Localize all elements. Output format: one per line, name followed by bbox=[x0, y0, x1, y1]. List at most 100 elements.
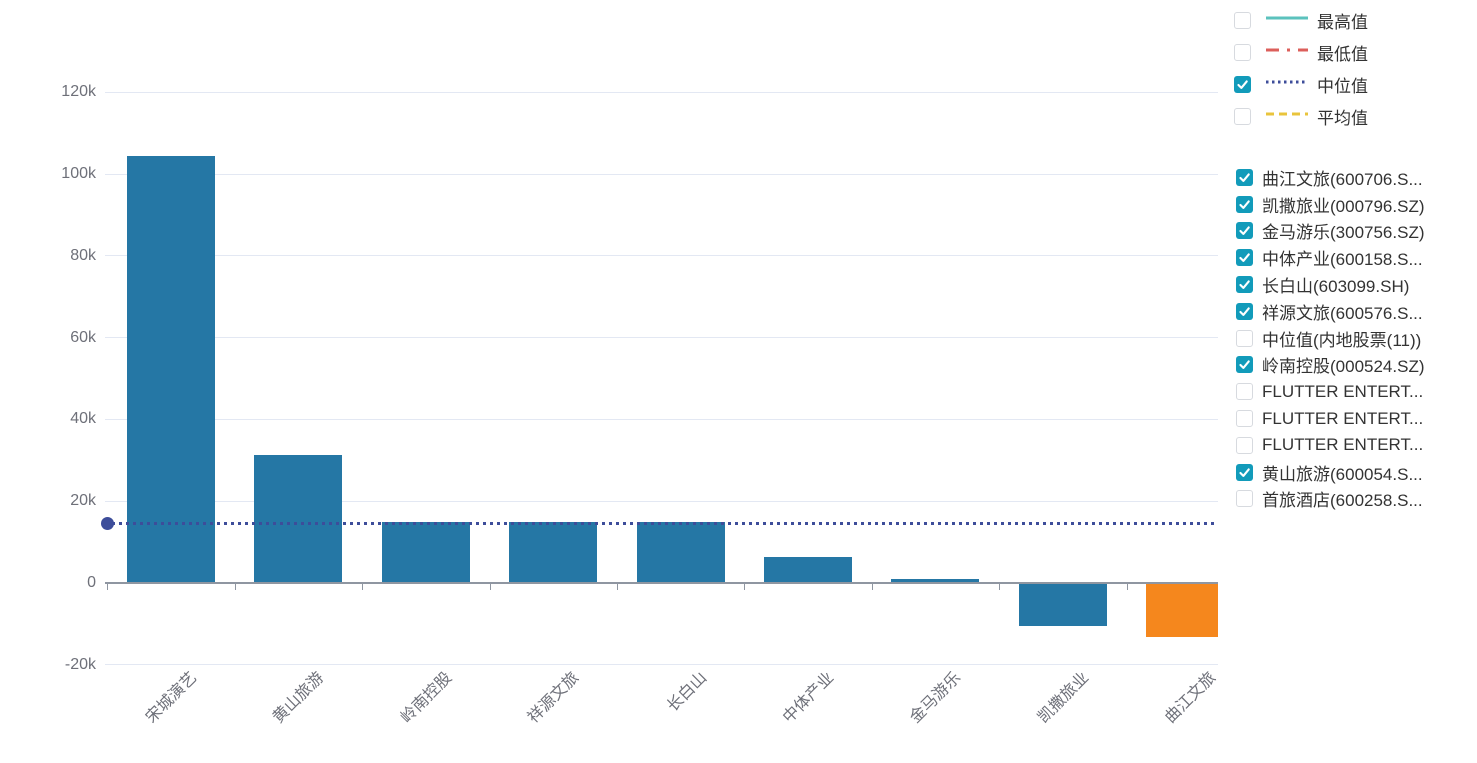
series-legend-item-8[interactable]: 岭南控股(000524.SZ) bbox=[1236, 352, 1425, 379]
series-legend-label[interactable]: FLUTTER ENTERT... bbox=[1262, 381, 1424, 401]
y-axis-label: 80k bbox=[70, 246, 96, 264]
line-legend-label[interactable]: 平均值 bbox=[1317, 108, 1368, 128]
series-legend-label[interactable]: 中位值(内地股票(11)) bbox=[1262, 330, 1422, 350]
checkbox-checked[interactable] bbox=[1236, 168, 1253, 186]
line-legend: 最高值最低值中位值平均值 bbox=[1234, 4, 1368, 132]
legend-line-sample bbox=[1265, 43, 1309, 62]
series-legend-item-13[interactable]: 首旅酒店(600258.S... bbox=[1236, 486, 1425, 513]
series-legend-item-9[interactable]: FLUTTER ENTERT... bbox=[1236, 378, 1425, 405]
bar-7[interactable] bbox=[891, 578, 980, 583]
check-icon bbox=[1239, 226, 1250, 236]
checkbox-checked[interactable] bbox=[1236, 463, 1253, 481]
checkbox-unchecked[interactable] bbox=[1236, 436, 1253, 454]
series-legend-item-6[interactable]: 祥源文旅(600576.S... bbox=[1236, 298, 1425, 325]
check-icon bbox=[1237, 79, 1248, 89]
series-legend-item-3[interactable]: 金马游乐(300756.SZ) bbox=[1236, 218, 1425, 245]
check-icon bbox=[1239, 253, 1250, 263]
axis-tick bbox=[744, 584, 746, 590]
series-legend-label[interactable]: 长白山(603099.SH) bbox=[1262, 277, 1410, 297]
line-legend-item-3[interactable]: 中位值 bbox=[1234, 68, 1368, 100]
series-legend-item-1[interactable]: 曲江文旅(600706.S... bbox=[1236, 164, 1425, 191]
bar-3[interactable] bbox=[381, 521, 470, 583]
series-legend-label[interactable]: FLUTTER ENTERT... bbox=[1262, 408, 1424, 428]
series-legend-label[interactable]: 曲江文旅(600706.S... bbox=[1262, 169, 1423, 189]
series-legend-item-7[interactable]: 中位值(内地股票(11)) bbox=[1236, 325, 1425, 352]
checkbox-checked[interactable] bbox=[1236, 249, 1253, 267]
series-legend-label[interactable]: 凯撒旅业(000796.SZ) bbox=[1262, 196, 1425, 216]
checkbox-unchecked[interactable] bbox=[1234, 11, 1251, 29]
bar-8[interactable] bbox=[1018, 584, 1107, 627]
axis-tick bbox=[234, 584, 236, 590]
series-legend-label[interactable]: 中体产业(600158.S... bbox=[1262, 250, 1423, 270]
gridline bbox=[105, 173, 1218, 175]
checkbox-checked[interactable] bbox=[1236, 222, 1253, 240]
line-legend-label[interactable]: 最高值 bbox=[1317, 12, 1368, 32]
x-axis-label: 中体产业 bbox=[779, 669, 838, 727]
series-legend-label[interactable]: 岭南控股(000524.SZ) bbox=[1262, 357, 1425, 377]
checkbox-unchecked[interactable] bbox=[1234, 43, 1251, 61]
series-legend-label[interactable]: 黄山旅游(600054.S... bbox=[1262, 464, 1423, 484]
x-axis-label: 凯撒旅业 bbox=[1034, 669, 1093, 727]
axis-tick bbox=[999, 584, 1001, 590]
bar-2[interactable] bbox=[254, 454, 343, 583]
checkbox-checked[interactable] bbox=[1234, 75, 1251, 93]
series-legend-item-4[interactable]: 中体产业(600158.S... bbox=[1236, 244, 1425, 271]
x-axis-label: 祥源文旅 bbox=[525, 669, 583, 727]
line-legend-item-4[interactable]: 平均值 bbox=[1234, 100, 1368, 132]
series-legend-item-2[interactable]: 凯撒旅业(000796.SZ) bbox=[1236, 191, 1425, 218]
series-legend-label[interactable]: 金马游乐(300756.SZ) bbox=[1262, 223, 1425, 243]
gridline bbox=[105, 91, 1218, 93]
series-legend-item-11[interactable]: FLUTTER ENTERT... bbox=[1236, 432, 1425, 459]
line-legend-label[interactable]: 中位值 bbox=[1317, 76, 1368, 96]
checkbox-unchecked[interactable] bbox=[1236, 490, 1253, 508]
bar-6[interactable] bbox=[764, 557, 852, 583]
series-legend: 曲江文旅(600706.S... 凯撒旅业(000796.SZ) 金马游乐(3007… bbox=[1236, 164, 1425, 512]
checkbox-unchecked[interactable] bbox=[1236, 383, 1253, 401]
line-legend-item-2[interactable]: 最低值 bbox=[1234, 36, 1368, 68]
y-axis-label: 120k bbox=[61, 83, 96, 101]
x-axis-label: 黄山旅游 bbox=[270, 669, 328, 727]
checkbox-checked[interactable] bbox=[1236, 276, 1253, 294]
axis-tick bbox=[489, 584, 491, 590]
line-legend-label[interactable]: 最低值 bbox=[1317, 44, 1368, 64]
checkbox-checked[interactable] bbox=[1236, 356, 1253, 374]
series-legend-item-10[interactable]: FLUTTER ENTERT... bbox=[1236, 405, 1425, 432]
checkbox-unchecked[interactable] bbox=[1236, 329, 1253, 347]
series-legend-item-5[interactable]: 长白山(603099.SH) bbox=[1236, 271, 1425, 298]
legend-line-sample-icon bbox=[1266, 80, 1308, 83]
series-legend-item-12[interactable]: 黄山旅游(600054.S... bbox=[1236, 459, 1425, 486]
gridline bbox=[105, 664, 1218, 666]
bar-4[interactable] bbox=[509, 522, 598, 583]
checkbox-checked[interactable] bbox=[1236, 195, 1253, 213]
checkbox-unchecked[interactable] bbox=[1234, 107, 1251, 125]
gridline bbox=[105, 418, 1218, 420]
median-line-dot bbox=[101, 516, 114, 530]
bar-9[interactable] bbox=[1146, 584, 1218, 638]
bar-5[interactable] bbox=[636, 522, 725, 583]
legend-line-sample-icon bbox=[1266, 112, 1308, 115]
x-axis-label: 岭南控股 bbox=[397, 669, 456, 727]
axis-tick bbox=[362, 584, 364, 590]
y-axis-label: 60k bbox=[70, 328, 96, 346]
series-legend-label[interactable]: 首旅酒店(600258.S... bbox=[1262, 491, 1423, 511]
y-axis-label: 0 bbox=[87, 574, 96, 591]
series-legend-label[interactable]: 祥源文旅(600576.S... bbox=[1262, 303, 1423, 323]
x-axis-line bbox=[105, 582, 1218, 584]
legend-line-sample bbox=[1265, 75, 1309, 94]
gridline bbox=[105, 500, 1218, 502]
check-icon bbox=[1239, 173, 1250, 182]
checkbox-unchecked[interactable] bbox=[1236, 410, 1253, 428]
checkbox-checked[interactable] bbox=[1236, 302, 1253, 320]
legend-line-sample-icon bbox=[1266, 16, 1308, 19]
bar-1[interactable] bbox=[127, 155, 215, 583]
y-axis-label: 100k bbox=[61, 165, 96, 182]
legend-line-sample bbox=[1265, 11, 1309, 30]
axis-tick bbox=[616, 584, 618, 590]
check-icon bbox=[1239, 200, 1250, 209]
y-axis-label: 40k bbox=[70, 410, 96, 428]
check-icon bbox=[1239, 360, 1250, 370]
line-legend-item-1[interactable]: 最高值 bbox=[1234, 4, 1368, 36]
series-legend-label[interactable]: FLUTTER ENTERT... bbox=[1262, 435, 1424, 455]
axis-tick bbox=[107, 584, 109, 590]
